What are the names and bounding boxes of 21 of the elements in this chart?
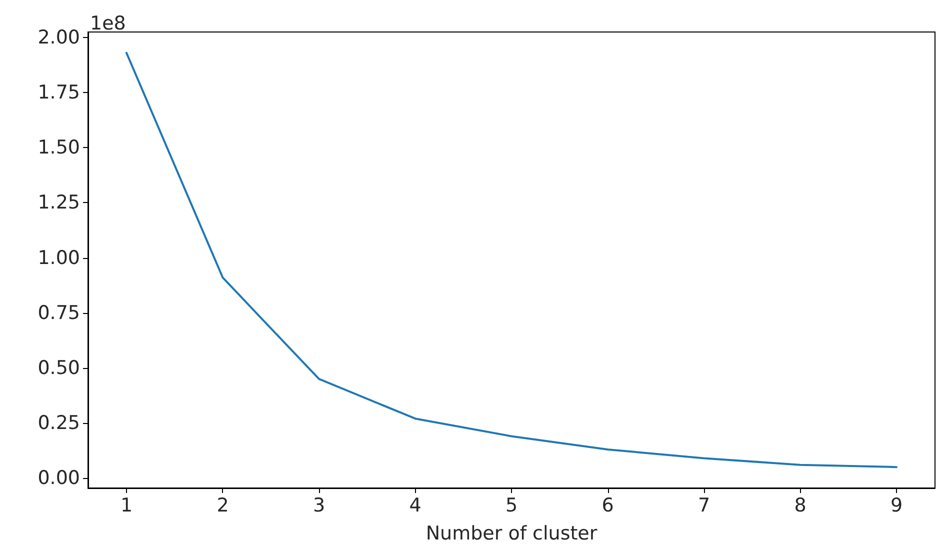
y-tick-label: 1.25: [38, 192, 80, 214]
y-tick-label: 1.50: [38, 136, 80, 159]
line-series: [126, 52, 898, 468]
x-tick-label: 9: [890, 494, 903, 516]
y-tick-label: 0.75: [38, 302, 80, 324]
x-tick-label: 5: [505, 494, 518, 516]
y-tick-label: 0.50: [38, 356, 80, 379]
x-tick-label: 3: [312, 494, 326, 516]
x-tick-label: 1: [120, 494, 133, 516]
y-tick-label: 0.25: [38, 412, 80, 434]
annotation: 1e8: [90, 12, 126, 34]
y-tick-label: 2.00: [38, 26, 80, 49]
x-tick-label: 8: [794, 494, 806, 516]
y-tick-label: 1.00: [38, 246, 80, 269]
x-tick-label: 4: [409, 494, 422, 516]
x-axis-title: Number of cluster: [426, 522, 598, 544]
x-tick-label: 2: [216, 494, 229, 516]
y-tick-label: 1.75: [38, 82, 80, 104]
x-tick-label: 7: [698, 494, 710, 516]
y-tick-label: 0.00: [38, 467, 80, 490]
x-tick-label: 6: [602, 494, 614, 516]
